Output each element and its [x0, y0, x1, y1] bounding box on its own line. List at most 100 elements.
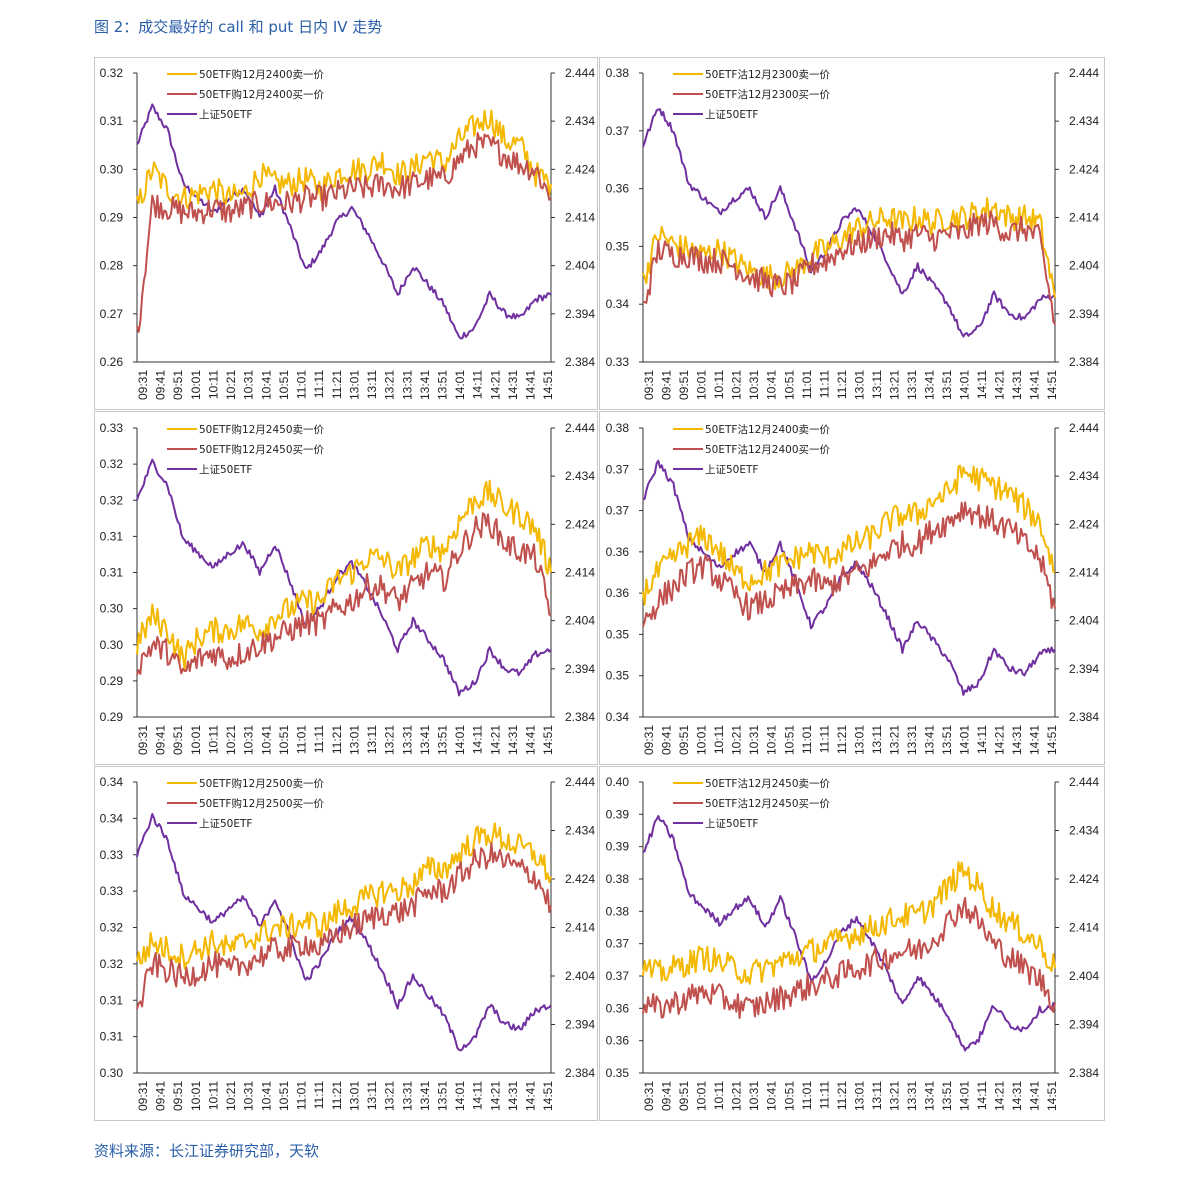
x-tick-label: 11:11	[817, 1081, 831, 1110]
x-tick-label: 09:31	[136, 1081, 150, 1111]
left-tick-label: 0.30	[100, 1066, 124, 1080]
x-tick-label: 14:21	[993, 725, 1007, 755]
left-tick-label: 0.36	[606, 545, 630, 559]
x-tick-label: 09:41	[660, 1081, 674, 1111]
x-tick-label: 13:21	[383, 725, 397, 755]
right-tick-label: 2.444	[1069, 775, 1099, 789]
legend-label: 50ETF购12月2500买一价	[199, 797, 325, 810]
left-tick-label: 0.39	[606, 840, 630, 854]
right-tick-label: 2.394	[1069, 307, 1099, 321]
x-tick-label: 09:31	[642, 1081, 656, 1111]
right-tick-label: 2.444	[565, 775, 595, 789]
x-tick-label: 13:51	[940, 1081, 954, 1111]
left-tick-label: 0.32	[100, 457, 124, 471]
bid-price-line	[136, 132, 552, 333]
x-tick-label: 10:11	[712, 725, 726, 754]
index-line	[136, 458, 552, 697]
x-tick-label: 10:41	[765, 370, 779, 400]
index-line	[642, 815, 1056, 1052]
right-tick-label: 2.404	[565, 969, 595, 983]
x-tick-label: 10:11	[206, 370, 220, 399]
right-tick-label: 2.404	[1069, 614, 1099, 628]
bid-price-line	[642, 210, 1056, 325]
left-tick-label: 0.40	[606, 775, 630, 789]
left-tick-label: 0.33	[100, 848, 124, 862]
x-tick-label: 14:41	[524, 1081, 538, 1111]
x-tick-label: 13:11	[870, 725, 884, 754]
x-tick-label: 13:41	[923, 370, 937, 400]
right-tick-label: 2.424	[565, 162, 595, 176]
x-tick-label: 10:01	[695, 370, 709, 400]
x-tick-label: 10:41	[259, 1081, 273, 1111]
left-tick-label: 0.32	[100, 493, 124, 507]
x-tick-label: 11:11	[312, 370, 326, 399]
left-tick-label: 0.35	[606, 627, 630, 641]
x-tick-label: 11:01	[800, 370, 814, 399]
right-tick-label: 2.424	[1069, 872, 1099, 886]
x-tick-label: 13:21	[887, 1081, 901, 1111]
x-tick-label: 10:51	[782, 1081, 796, 1111]
x-tick-label: 10:31	[242, 725, 256, 755]
panel-frame	[94, 57, 598, 410]
x-tick-label: 14:11	[471, 370, 485, 399]
bid-price-line	[136, 512, 552, 676]
left-tick-label: 0.34	[606, 710, 630, 724]
x-tick-label: 10:51	[277, 1081, 291, 1111]
legend-label: 上证50ETF	[199, 109, 252, 121]
left-tick-label: 0.34	[606, 297, 630, 311]
x-tick-label: 13:31	[400, 725, 414, 755]
right-tick-label: 2.414	[1069, 921, 1099, 935]
legend-label: 50ETF沽12月2450卖一价	[705, 777, 831, 790]
ask-price-line	[136, 822, 552, 970]
x-tick-label: 09:51	[677, 725, 691, 755]
x-tick-label: 14:21	[993, 370, 1007, 400]
x-tick-label: 11:11	[312, 1081, 326, 1110]
right-tick-label: 2.414	[1069, 566, 1099, 580]
legend-label: 50ETF购12月2450卖一价	[199, 423, 325, 436]
left-tick-label: 0.33	[100, 421, 124, 435]
x-tick-label: 13:41	[923, 1081, 937, 1111]
left-tick-label: 0.38	[606, 421, 630, 435]
x-tick-label: 13:11	[870, 370, 884, 399]
x-tick-label: 11:21	[835, 370, 849, 399]
legend-label: 50ETF购12月2400卖一价	[199, 68, 325, 81]
x-tick-label: 14:51	[1045, 725, 1059, 755]
left-tick-label: 0.34	[100, 811, 124, 825]
right-tick-label: 2.384	[565, 710, 595, 724]
left-tick-label: 0.36	[606, 1034, 630, 1048]
x-tick-label: 14:41	[1028, 370, 1042, 400]
x-tick-label: 09:31	[642, 370, 656, 400]
right-tick-label: 2.434	[1069, 469, 1099, 483]
x-tick-label: 13:51	[435, 370, 449, 400]
chart-panel-2: 0.38 0.37 0.36 0.35 0.34 0.33 2.444 2.434 2.424 2…	[599, 57, 1105, 410]
left-tick-label: 0.32	[100, 66, 124, 80]
x-tick-label: 11:01	[295, 370, 309, 399]
left-tick-label: 0.29	[100, 211, 124, 225]
x-tick-label: 13:31	[905, 370, 919, 400]
right-tick-label: 2.424	[565, 517, 595, 531]
x-tick-label: 13:31	[905, 1081, 919, 1111]
chart-panel-5: 0.34 0.34 0.33 0.33 0.32 0.32 0.31 0.31 0.30 2.44…	[94, 766, 598, 1121]
ask-price-line	[642, 464, 1056, 606]
right-tick-label: 2.394	[565, 307, 595, 321]
x-tick-label: 14:21	[993, 1081, 1007, 1111]
right-tick-label: 2.444	[565, 66, 595, 80]
x-tick-label: 13:11	[365, 370, 379, 399]
left-tick-label: 0.37	[606, 462, 630, 476]
x-tick-label: 09:31	[642, 725, 656, 755]
x-tick-label: 13:51	[940, 370, 954, 400]
x-tick-label: 14:51	[541, 725, 555, 755]
x-tick-label: 10:21	[730, 370, 744, 400]
x-tick-label: 10:31	[747, 725, 761, 755]
x-tick-label: 14:11	[975, 725, 989, 754]
x-tick-label: 10:41	[765, 725, 779, 755]
x-tick-label: 09:41	[154, 370, 168, 400]
x-tick-label: 14:01	[453, 725, 467, 755]
right-tick-label: 2.414	[565, 566, 595, 580]
x-tick-label: 14:51	[1045, 1081, 1059, 1111]
left-tick-label: 0.32	[100, 957, 124, 971]
legend-label: 50ETF购12月2450买一价	[199, 443, 325, 456]
x-tick-label: 14:01	[453, 370, 467, 400]
x-tick-label: 10:21	[224, 1081, 238, 1111]
right-tick-label: 2.384	[1069, 710, 1099, 724]
